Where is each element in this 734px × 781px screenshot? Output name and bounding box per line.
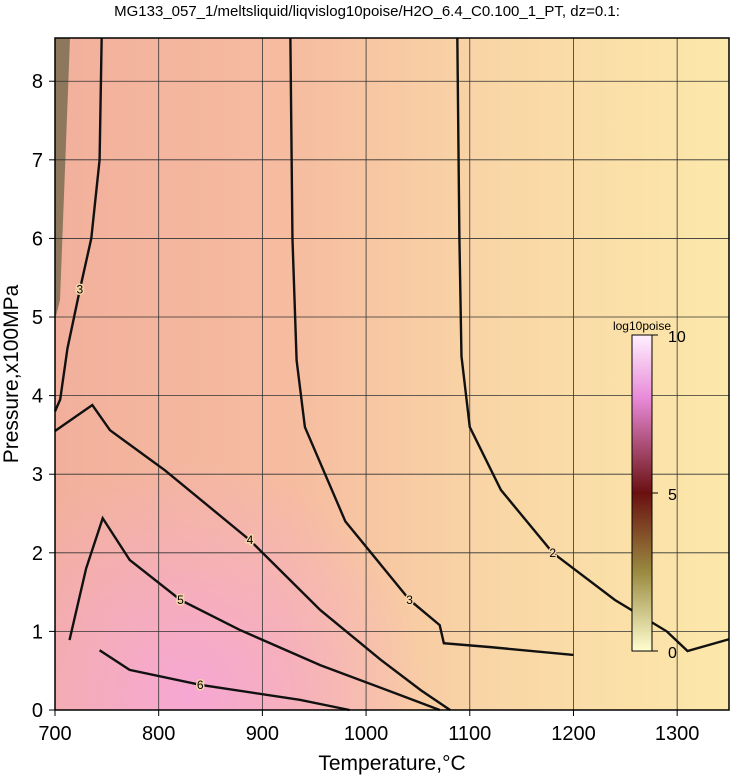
y-tick-label: 4 <box>32 386 43 408</box>
x-axis-label: Temperature,°C <box>318 752 465 775</box>
x-tick-label: 1000 <box>344 723 389 745</box>
x-tick-label: 700 <box>38 723 71 745</box>
y-tick-label: 6 <box>32 228 43 250</box>
colorbar-label: log10poise <box>613 319 671 333</box>
contour-line <box>289 37 574 657</box>
y-tick-label: 7 <box>32 150 43 172</box>
grid <box>54 38 729 711</box>
plot-frame <box>54 37 730 711</box>
x-tick-label: 1200 <box>551 723 596 745</box>
plot-shading <box>55 38 70 320</box>
y-tick-label: 1 <box>32 621 43 643</box>
y-tick-label: 8 <box>32 71 43 93</box>
y-tick-label: 0 <box>32 700 43 722</box>
x-tick-label: 900 <box>246 723 279 745</box>
contour-line <box>456 37 730 653</box>
contour-label: 5 <box>177 593 184 607</box>
colorbar-tick-label: 0 <box>668 645 677 662</box>
plot-shading <box>55 38 729 710</box>
contour-label: 2 <box>549 546 556 560</box>
y-tick-label: 3 <box>32 464 43 486</box>
contour-line <box>53 37 103 412</box>
contour-label: 6 <box>197 678 204 692</box>
colorbar-tick-label: 10 <box>668 329 686 346</box>
contour-label: 3 <box>406 593 413 607</box>
contour-line <box>54 403 451 711</box>
colorbar <box>631 334 653 652</box>
y-axis-label: Pressure,x100MPa <box>0 284 23 463</box>
x-tick-label: 1300 <box>655 723 700 745</box>
contour-line <box>68 515 441 712</box>
y-tick-label: 5 <box>32 307 43 329</box>
x-tick-label: 1100 <box>448 723 491 745</box>
chart-title: MG133_057_1/meltsliquid/liqvislog10poise… <box>114 3 620 20</box>
contours: 2 3 3 4 5 6 <box>53 37 730 712</box>
colorbar-tick-label: 5 <box>668 487 677 504</box>
contour-label: 4 <box>247 533 254 547</box>
contour-line <box>98 649 350 712</box>
contour-label: 3 <box>77 283 84 297</box>
y-tick-label: 2 <box>32 543 43 565</box>
x-tick-label: 800 <box>142 723 175 745</box>
